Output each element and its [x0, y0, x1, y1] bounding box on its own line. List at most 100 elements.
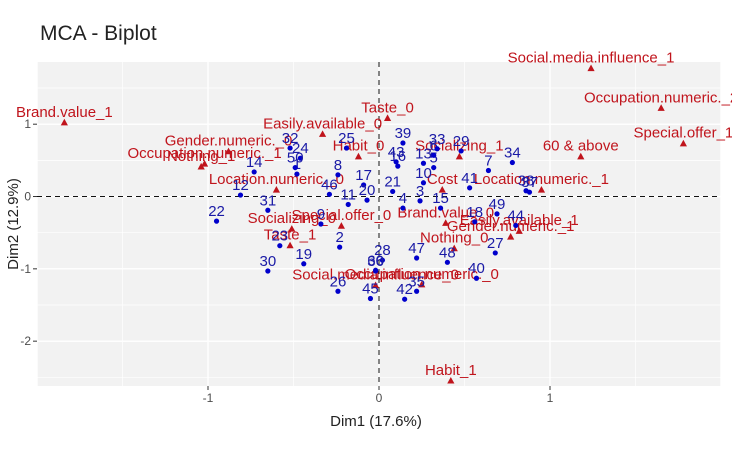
individual-label: 9	[317, 206, 325, 223]
variable-point	[383, 114, 392, 122]
individual-point	[364, 197, 370, 203]
individual-label: 4	[399, 190, 407, 207]
x-tick-label: 0	[376, 391, 383, 405]
individual-point	[343, 145, 350, 151]
individual-point	[420, 160, 427, 166]
individual-label: 18	[466, 204, 483, 221]
variable-label: Easily.available_0	[263, 115, 382, 132]
individual-label: 8	[334, 157, 342, 174]
individual-point	[414, 255, 420, 261]
individual-label: 32	[282, 130, 299, 147]
individual-point	[379, 257, 386, 263]
individual-point	[523, 188, 529, 194]
variable-point	[418, 280, 426, 288]
variable-point	[200, 159, 209, 167]
individual-label: 2	[335, 229, 343, 246]
individual-label: 27	[487, 235, 504, 252]
variable-point	[450, 244, 458, 252]
individual-label: 28	[374, 242, 391, 259]
variable-point	[60, 118, 68, 126]
individual-label: 19	[295, 246, 312, 263]
individual-label: 6	[430, 137, 438, 154]
individual-point	[431, 164, 437, 171]
individual-point	[509, 159, 515, 166]
individual-point	[345, 201, 351, 208]
variable-label: Social.media.influence_0	[292, 266, 459, 283]
individual-label: 43	[388, 144, 405, 161]
individual-label: 22	[208, 203, 225, 220]
individual-label: 11	[340, 186, 356, 203]
individual-label: 36	[367, 253, 384, 270]
individual-label: 15	[432, 190, 449, 207]
variable-categories: Brand.value_1Occupation.numeric._1Gender…	[16, 50, 732, 384]
variable-label: 60 & above	[543, 138, 619, 155]
individual-point	[335, 288, 341, 294]
individual-point	[318, 221, 324, 227]
individual-label: 16	[389, 148, 406, 165]
variable-point	[587, 64, 595, 72]
variable-point	[537, 186, 546, 193]
individual-point	[420, 180, 427, 186]
individual-point	[367, 295, 374, 302]
individual-label: 23	[271, 228, 288, 245]
individual-label: 44	[507, 207, 524, 224]
individual-point	[494, 211, 500, 217]
variable-point	[455, 152, 463, 160]
variable-label: Habit_0	[333, 138, 385, 155]
individual-label: 45	[362, 280, 379, 297]
variable-point	[679, 139, 687, 147]
variable-point	[354, 152, 363, 160]
individual-point	[400, 140, 406, 146]
x-tick-label: -1	[203, 391, 214, 405]
variable-label: Occupation.numeric._2	[584, 89, 732, 106]
variable-point	[286, 241, 294, 249]
individual-point	[473, 275, 480, 281]
individual-label: 40	[468, 260, 485, 277]
variable-label: Taste_1	[264, 227, 317, 244]
individual-point	[361, 182, 367, 188]
individual-point	[372, 267, 379, 273]
individual-point	[437, 205, 444, 211]
individual-point	[472, 219, 478, 225]
individual-label: 48	[439, 244, 456, 261]
y-tick-label: -1	[20, 262, 31, 276]
x-tick-label: 1	[547, 391, 554, 405]
individual-label: 24	[292, 140, 309, 157]
individual-label: 34	[504, 145, 521, 162]
individual-point	[237, 192, 244, 198]
variable-point	[507, 233, 515, 240]
individual-label: 41	[461, 170, 478, 187]
variable-label: Social.media.influence_1	[508, 50, 675, 67]
individual-point	[326, 191, 333, 197]
individual-point	[297, 155, 303, 161]
variable-label: Occupation.numeric._0	[345, 266, 499, 283]
individual-label: 38	[518, 173, 535, 190]
variable-point	[447, 376, 455, 384]
variable-label: Easily.available_1	[460, 212, 579, 229]
variable-point	[337, 222, 345, 229]
individual-point	[400, 205, 406, 211]
variable-point	[224, 147, 233, 155]
individual-point	[467, 185, 473, 191]
individual-label: 37	[521, 174, 538, 191]
individual-label: 26	[330, 273, 347, 290]
individual-point	[265, 268, 271, 274]
individual-point	[335, 172, 341, 178]
individual-label: 17	[355, 167, 372, 184]
variable-point	[318, 130, 327, 137]
variable-point	[515, 227, 523, 234]
variable-point	[288, 225, 296, 232]
individual-label: 46	[321, 176, 338, 193]
individual-point	[301, 261, 307, 267]
individual-point	[417, 198, 423, 204]
individual-point	[434, 146, 440, 152]
individual-label: 60	[367, 252, 384, 269]
variable-point	[438, 186, 446, 193]
individual-point	[395, 163, 401, 169]
individual-point	[402, 296, 408, 302]
individual-label: 21	[384, 173, 401, 190]
variable-label: Nothing_0	[420, 230, 488, 247]
variable-point	[442, 219, 450, 226]
individual-label: 50	[287, 150, 304, 167]
